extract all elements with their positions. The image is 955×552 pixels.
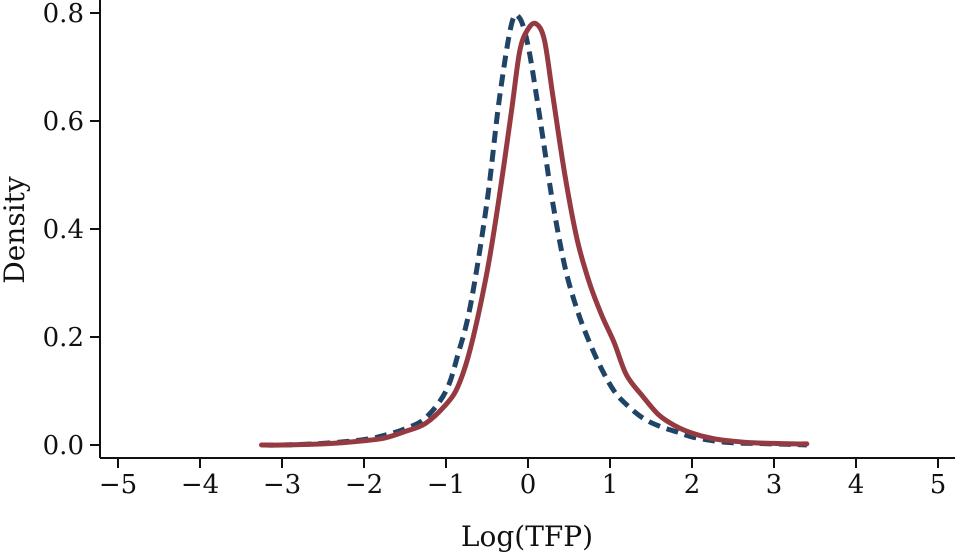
- y-tick-label: 0.8: [43, 0, 84, 29]
- x-tick-label: 4: [848, 470, 865, 500]
- y-tick-label: 0.6: [43, 107, 84, 137]
- x-axis-label: Log(TFP): [461, 520, 593, 552]
- x-tick-label: −1: [427, 470, 465, 500]
- x-tick-label: −5: [99, 470, 137, 500]
- x-tick-label: 1: [602, 470, 619, 500]
- x-tick-label: 2: [684, 470, 701, 500]
- x-tick-label: −4: [181, 470, 219, 500]
- y-tick-label: 0.2: [43, 323, 84, 353]
- series-layer: [259, 12, 810, 448]
- x-axis-ticks: −5 −4 −3 −2 −1 0 1 2 3 4 5: [99, 458, 946, 500]
- x-tick-label: 5: [930, 470, 947, 500]
- y-axis-ticks: 0.0 0.2 0.4 0.6 0.8: [43, 0, 100, 461]
- y-tick-label: 0.4: [43, 215, 84, 245]
- y-axis-label: Density: [0, 176, 31, 284]
- x-tick-label: −2: [345, 470, 383, 500]
- x-tick-label: 0: [520, 470, 537, 500]
- dashed-density-line: [261, 12, 807, 448]
- solid-density-line: [259, 20, 810, 448]
- x-tick-label: 3: [766, 470, 783, 500]
- y-tick-label: 0.0: [43, 431, 84, 461]
- x-tick-label: −3: [263, 470, 301, 500]
